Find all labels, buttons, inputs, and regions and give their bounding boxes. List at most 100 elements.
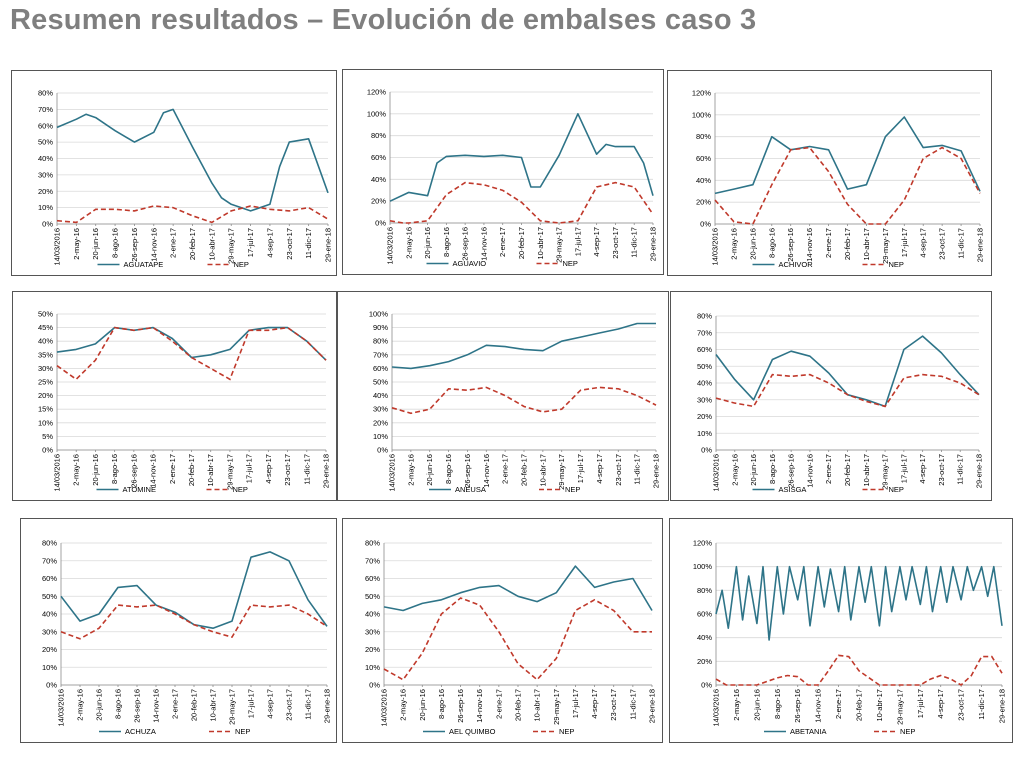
x-tick-label: 20-jun-16 — [91, 228, 100, 260]
y-tick-label: 40% — [697, 633, 712, 642]
chart-aguavio: 0% 20% 40% 60% 80% 100% 120% 14/03/2016 2-may-16… — [367, 88, 658, 269]
y-tick-label: 30% — [38, 364, 53, 373]
x-tick-label: 20-jun-16 — [749, 454, 758, 486]
x-tick-label: 20-jun-16 — [752, 689, 761, 721]
x-tick-label: 10-abr-17 — [538, 454, 547, 487]
x-tick-label: 2-ene-17 — [824, 454, 833, 484]
x-tick-label: 29-ene-18 — [324, 228, 333, 262]
x-tick-label: 17-jul-17 — [900, 228, 909, 257]
x-tick-label: 14-nov-16 — [814, 689, 823, 723]
x-tick-label: 20-jun-16 — [425, 454, 434, 486]
x-tick-label: 4-sep-17 — [590, 689, 599, 719]
y-tick-label: 50% — [365, 592, 380, 601]
series-line-achivor — [714, 116, 981, 195]
x-tick-label: 26-sep-16 — [786, 228, 795, 262]
x-tick-label: 29-may-17 — [552, 689, 561, 725]
y-tick-label: 10% — [373, 432, 388, 441]
y-tick-label: 60% — [373, 364, 388, 373]
x-tick-label: 23-oct-17 — [285, 689, 294, 721]
x-tick-label: 23-oct-17 — [611, 227, 620, 259]
y-tick-label: 80% — [371, 131, 386, 140]
series-line-aguatape — [56, 108, 329, 212]
x-tick-label: 11-dic-17 — [304, 689, 313, 720]
x-tick-label: 29-may-17 — [557, 454, 566, 490]
y-tick-label: 70% — [38, 105, 53, 114]
y-tick-label: 40% — [696, 176, 711, 185]
x-tick-label: 11-dic-17 — [957, 228, 966, 259]
legend-label-nep: NEP — [900, 727, 915, 736]
chart-ael-quimbo: 0% 10% 20% 30% 40% 50% 60% 70% 80% 14/03/2016 2-ma… — [365, 539, 657, 737]
legend-label-achuza: ACHUZA — [125, 727, 156, 736]
x-tick-label: 14/03/2016 — [53, 228, 62, 266]
x-tick-label: 10-abr-17 — [206, 454, 215, 487]
x-tick-label: 2-may-16 — [72, 228, 81, 260]
x-tick-label: 14-nov-16 — [149, 228, 158, 262]
legend-label-atomine: ATOMINE — [123, 485, 156, 494]
y-tick-label: 40% — [38, 154, 53, 163]
y-tick-label: 20% — [697, 657, 712, 666]
legend-label-nep: NEP — [565, 485, 580, 494]
x-tick-label: 8-ago-16 — [773, 689, 782, 719]
series-line-nep — [715, 654, 1003, 686]
y-tick-label: 80% — [365, 539, 380, 548]
y-tick-label: 70% — [42, 556, 57, 565]
y-tick-label: 20% — [371, 197, 386, 206]
y-tick-label: 60% — [697, 345, 712, 354]
y-tick-label: 20% — [38, 187, 53, 196]
series-line-nep — [60, 604, 328, 640]
chart-panel-achuza: 0% 10% 20% 30% 40% 50% 60% 70% 80% 14/03/2016 2-ma… — [20, 518, 337, 743]
x-tick-label: 26-sep-16 — [787, 454, 796, 488]
x-tick-label: 14-nov-16 — [805, 228, 814, 262]
chart-panel-aguavio: 0% 20% 40% 60% 80% 100% 120% 14/03/2016 2-may-16… — [342, 69, 664, 275]
x-tick-label: 23-oct-17 — [937, 454, 946, 486]
legend-label-aneusa: ANEUSA — [455, 485, 486, 494]
x-tick-label: 23-oct-17 — [938, 228, 947, 260]
legend-label-aguavio: AGUAVIO — [453, 259, 487, 268]
x-tick-label: 2-ene-17 — [168, 454, 177, 484]
y-tick-label: 100% — [367, 109, 387, 118]
x-tick-label: 29-may-17 — [881, 228, 890, 264]
y-tick-label: 25% — [38, 378, 53, 387]
x-tick-label: 2-may-16 — [730, 454, 739, 486]
y-tick-label: 80% — [373, 337, 388, 346]
series-line-aneusa — [391, 322, 656, 370]
y-tick-label: 0% — [46, 681, 57, 690]
y-tick-label: 60% — [696, 154, 711, 163]
x-tick-label: 29-ene-18 — [975, 454, 984, 488]
page-title: Resumen resultados – Evolución de embals… — [10, 4, 757, 36]
series-line-nep — [714, 146, 981, 225]
x-tick-label: 2-may-16 — [729, 228, 738, 260]
y-tick-label: 90% — [373, 323, 388, 332]
y-tick-label: 10% — [365, 663, 380, 672]
x-tick-label: 10-abr-17 — [875, 689, 884, 722]
x-tick-label: 2-ene-17 — [169, 228, 178, 258]
chart-asisga: 0% 10% 20% 30% 40% 50% 60% 70% 80% 14/03/2016 2-ma… — [697, 312, 984, 495]
x-tick-label: 14/03/2016 — [712, 454, 721, 492]
y-tick-label: 35% — [38, 350, 53, 359]
x-tick-label: 11-dic-17 — [628, 689, 637, 720]
x-tick-label: 26-sep-16 — [129, 454, 138, 488]
series-line-ael-quimbo — [383, 565, 653, 612]
legend-label-nep: NEP — [235, 727, 250, 736]
x-tick-label: 26-sep-16 — [793, 689, 802, 723]
legend-label-nep: NEP — [563, 259, 578, 268]
y-tick-label: 0% — [377, 446, 388, 455]
x-tick-label: 20-feb-17 — [843, 228, 852, 260]
x-tick-label: 29-ene-18 — [323, 689, 332, 723]
y-tick-label: 50% — [697, 362, 712, 371]
x-tick-label: 26-sep-16 — [456, 689, 465, 723]
series-line-nep — [391, 386, 657, 415]
legend-label-abetania: ABETANIA — [790, 727, 827, 736]
y-tick-label: 0% — [42, 446, 53, 455]
x-tick-label: 2-may-16 — [76, 689, 85, 721]
chart-aneusa: 0% 10% 20% 30% 40% 50% 60% 70% 80% 90% 100% 14/03/2… — [369, 310, 661, 495]
x-tick-label: 23-oct-17 — [614, 454, 623, 486]
y-tick-label: 60% — [371, 153, 386, 162]
x-tick-label: 4-sep-17 — [936, 689, 945, 719]
x-tick-label: 29-ene-18 — [648, 689, 657, 723]
chart-panel-achivor: 0% 20% 40% 60% 80% 100% 120% 14/03/2016 2-may-16… — [667, 70, 992, 276]
y-tick-label: 100% — [693, 562, 713, 571]
x-tick-label: 2-ene-17 — [834, 689, 843, 719]
x-tick-label: 17-jul-17 — [247, 689, 256, 718]
x-tick-label: 14-nov-16 — [475, 689, 484, 723]
